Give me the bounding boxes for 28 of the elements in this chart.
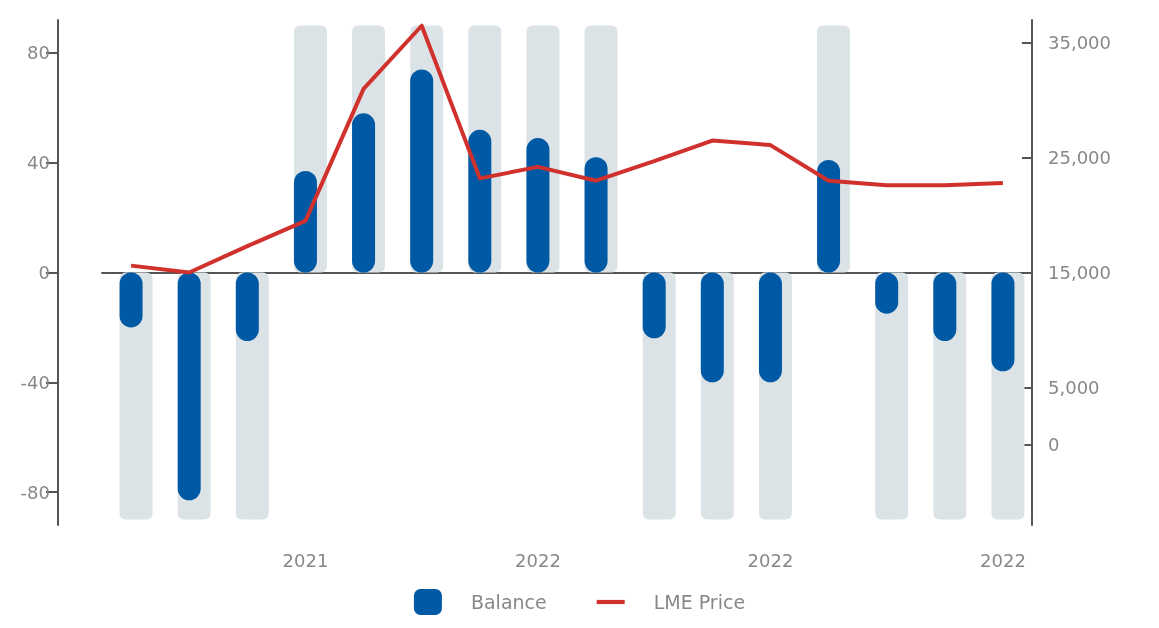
y2-tick-label: 15,000: [1048, 262, 1111, 283]
x-tick-label: 2022: [515, 549, 561, 571]
y2-tick-label: 35,000: [1048, 32, 1111, 54]
y-tick-label: 40: [27, 152, 50, 174]
y2-tick-label: 5,000: [1048, 376, 1100, 398]
x-tick-label: 2021: [282, 549, 329, 571]
y-tick-label: -80: [20, 481, 50, 503]
bar: [817, 159, 841, 273]
y2-tick-label: 25,000: [1048, 147, 1111, 169]
bar: [410, 69, 434, 273]
y2-tick-label: 0: [1048, 434, 1060, 456]
bar: [526, 138, 550, 273]
bar: [352, 113, 376, 273]
x-tick-label: 2022: [980, 549, 1026, 571]
legend-label: LME Price: [653, 591, 746, 613]
bar: [177, 272, 201, 501]
y-tick-label: 0: [38, 262, 50, 283]
line-series: [129, 23, 1005, 275]
bar: [700, 272, 724, 383]
y-tick-label: -40: [20, 371, 50, 393]
y-tick-label: 80: [27, 42, 50, 64]
bar: [468, 129, 492, 273]
bar: [293, 170, 317, 273]
bar: [584, 157, 608, 273]
x-tick-label: 2022: [747, 549, 794, 571]
bar: [991, 272, 1015, 372]
bar: [758, 272, 782, 383]
legend-label: Balance: [470, 591, 547, 613]
